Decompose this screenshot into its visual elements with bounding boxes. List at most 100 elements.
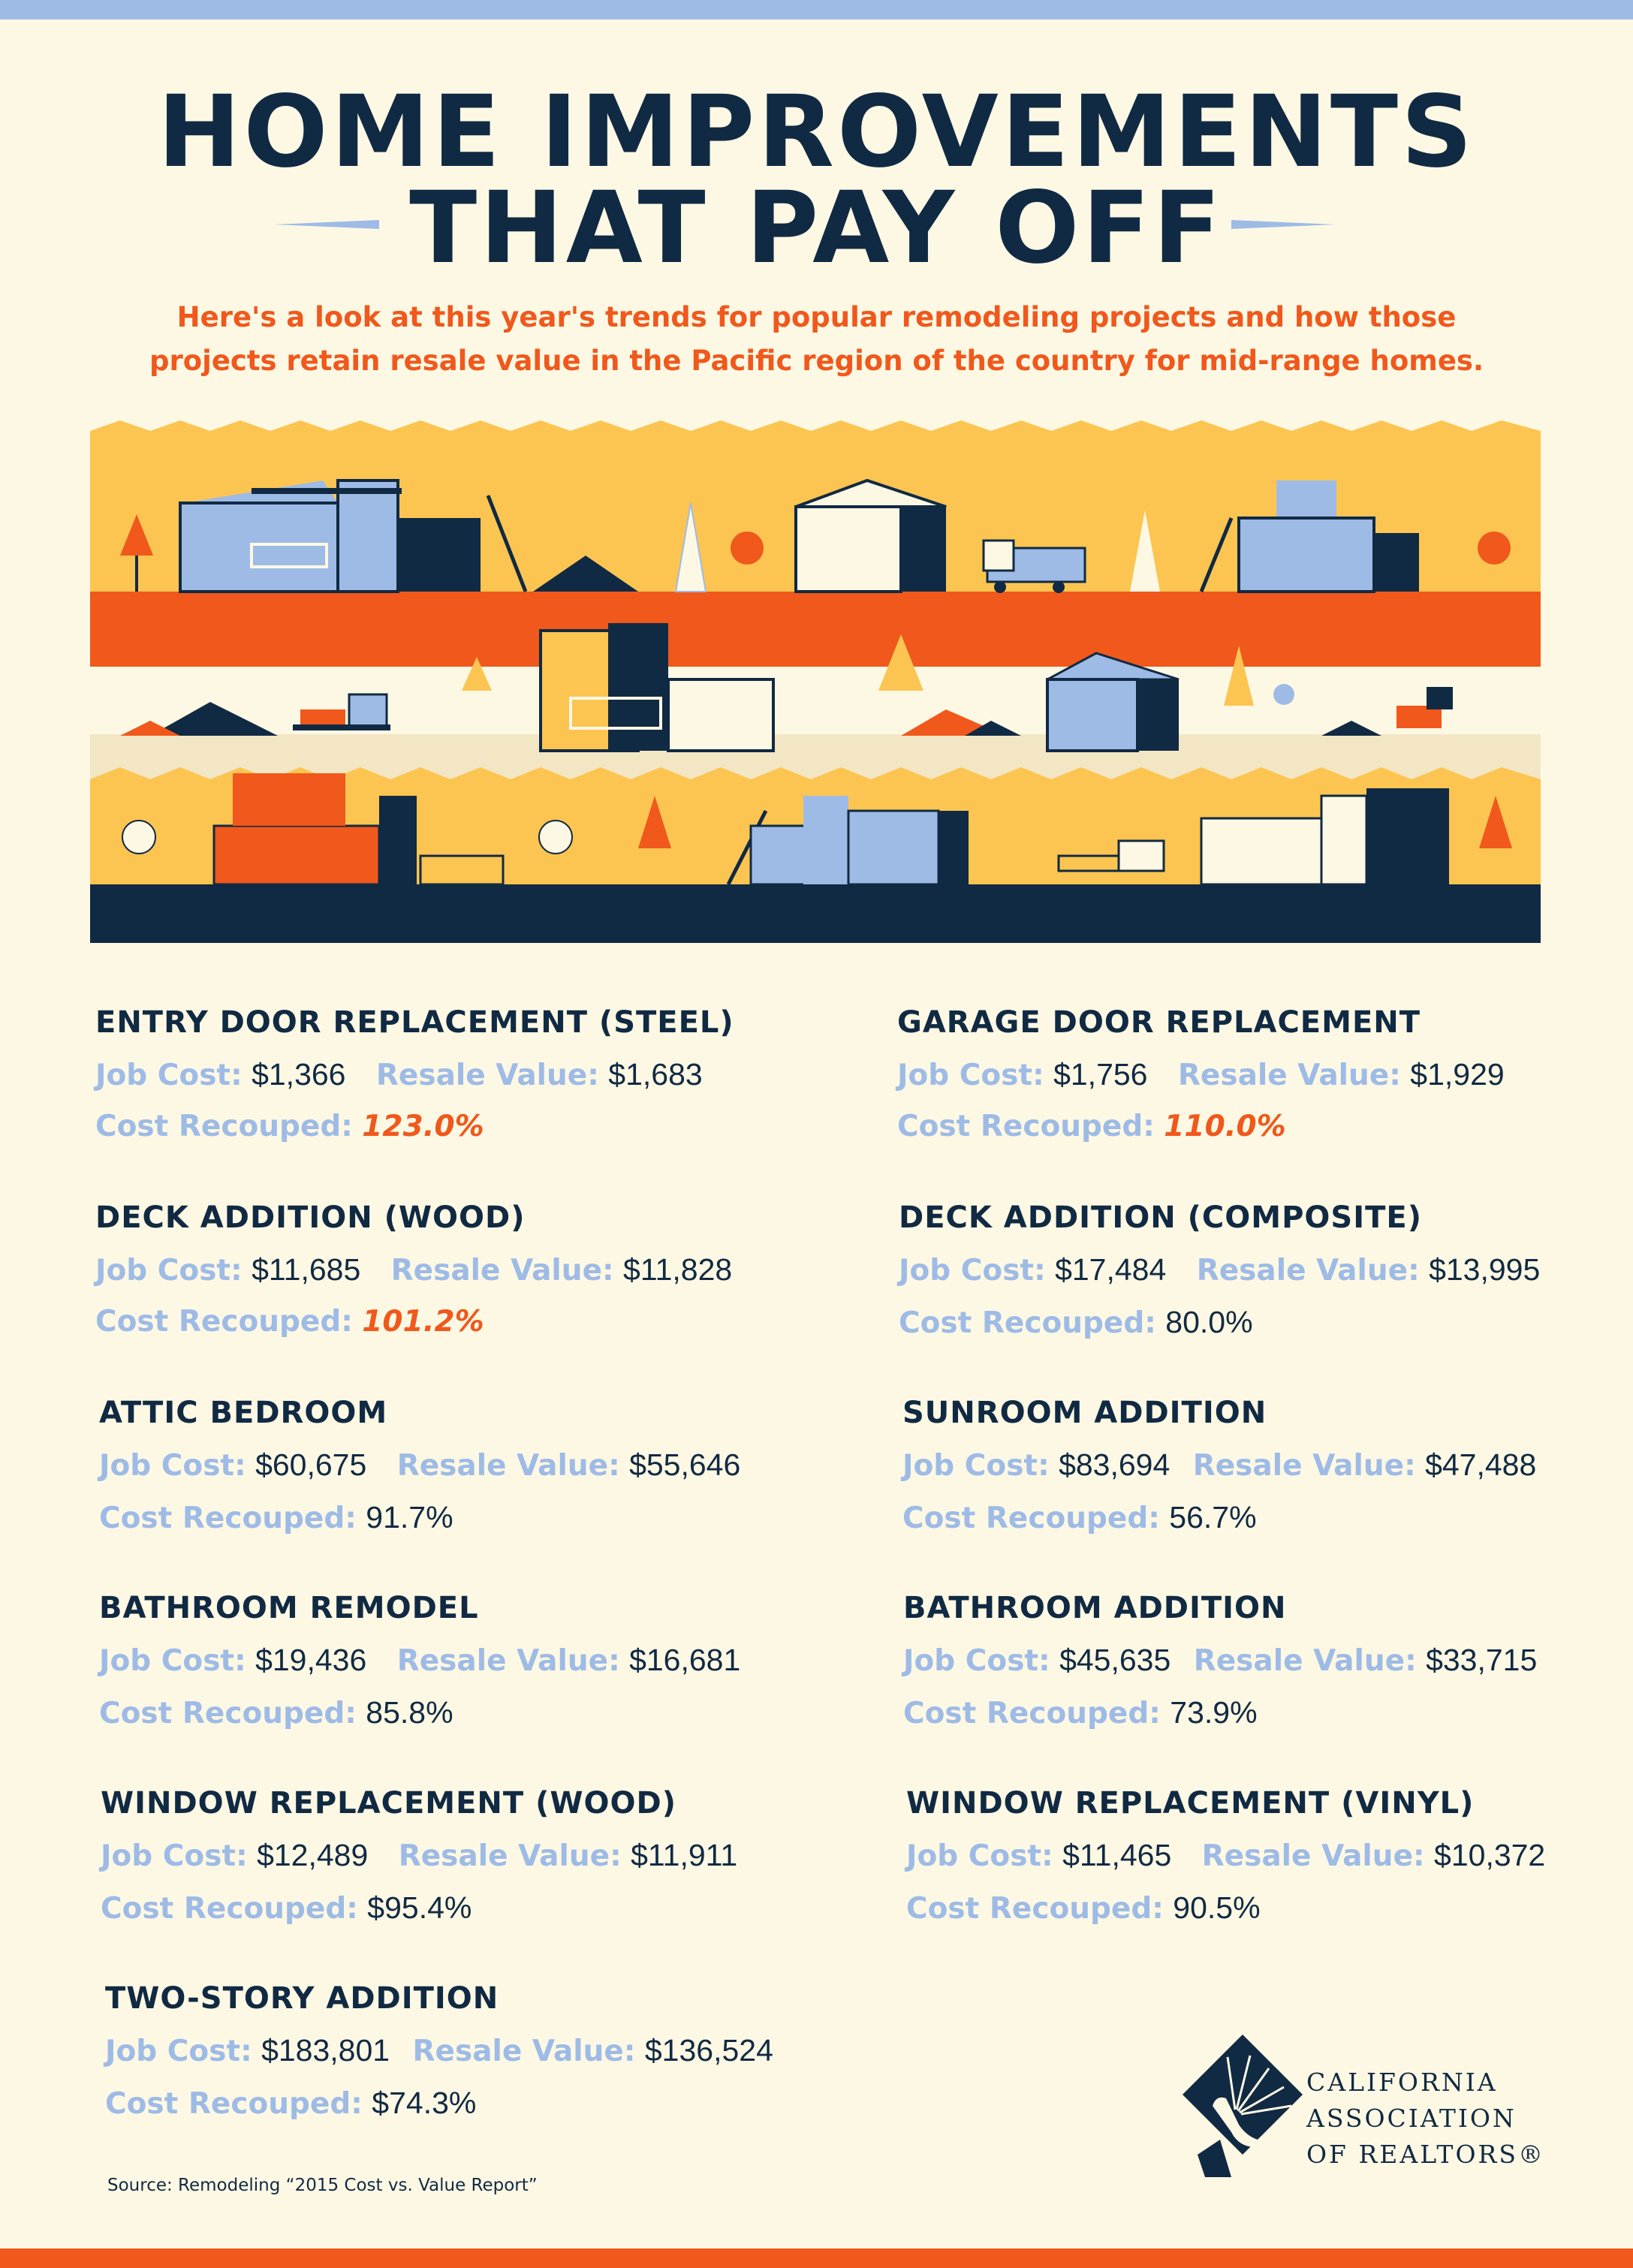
job-cost-value: $83,694 xyxy=(1059,1447,1171,1482)
job-cost-label: Job Cost: xyxy=(899,1254,1046,1288)
cost-row: Job Cost: $45,635 Resale Value: $33,715 xyxy=(903,1641,1633,1680)
resale-value-value: $11,911 xyxy=(631,1838,738,1872)
project-deck-wood: DECK ADDITION (WOOD) Job Cost: $11,685 R… xyxy=(95,1200,846,1341)
resale-value-label: Resale Value: xyxy=(412,2035,636,2068)
project-title: WINDOW REPLACEMENT (WOOD) xyxy=(101,1786,677,1821)
resale-value-label: Resale Value: xyxy=(375,1059,599,1092)
page-title-line2: THAT PAY OFF xyxy=(409,170,1224,286)
cost-recouped-label: Cost Recouped: xyxy=(101,1892,358,1926)
resale-value-label: Resale Value: xyxy=(1177,1059,1401,1092)
project-title: BATHROOM REMODEL xyxy=(99,1591,479,1625)
job-cost-value: $12,489 xyxy=(257,1838,369,1872)
cost-recouped-label: Cost Recouped: xyxy=(95,1305,353,1339)
cost-recouped-label: Cost Recouped: xyxy=(906,1892,1164,1926)
project-title: ENTRY DOOR REPLACEMENT (STEEL) xyxy=(95,1005,734,1040)
project-sunroom-addition: SUNROOM ADDITION Job Cost: $83,694 Resal… xyxy=(902,1395,1633,1538)
resale-value-value: $47,488 xyxy=(1425,1447,1537,1482)
resale-value-label: Resale Value: xyxy=(1196,1254,1420,1288)
cost-row: Job Cost: $12,489 Resale Value: $11,911 xyxy=(101,1836,851,1875)
project-title: GARAGE DOOR REPLACEMENT xyxy=(897,1005,1421,1040)
title-right-decoration xyxy=(1231,220,1336,229)
recouped-row: Cost Recouped: 73.9% xyxy=(903,1694,1633,1733)
project-garage-door: GARAGE DOOR REPLACEMENT Job Cost: $1,756… xyxy=(897,1004,1633,1146)
cost-recouped-label: Cost Recouped: xyxy=(902,1501,1160,1535)
project-title: SUNROOM ADDITION xyxy=(902,1396,1267,1430)
recouped-row: Cost Recouped: 101.2% xyxy=(95,1303,846,1341)
project-title: ATTIC BEDROOM xyxy=(99,1396,388,1430)
resale-value-label: Resale Value: xyxy=(398,1839,622,1873)
page-title-line1: HOME IMPROVEMENTS xyxy=(157,74,1476,190)
subtitle-line1: Here's a look at this year's trends for … xyxy=(176,301,1457,333)
project-window-vinyl: WINDOW REPLACEMENT (VINYL) Job Cost: $11… xyxy=(906,1785,1633,1928)
recouped-row: Cost Recouped: 110.0% xyxy=(897,1108,1633,1146)
cost-recouped-value: 90.5% xyxy=(1173,1890,1261,1925)
top-border-bar xyxy=(0,0,1633,20)
cost-recouped-label: Cost Recouped: xyxy=(897,1110,1155,1143)
cost-recouped-value: 56.7% xyxy=(1169,1500,1257,1535)
job-cost-value: $11,685 xyxy=(252,1252,361,1287)
logo-text: CALIFORNIA ASSOCIATION OF REALTORS® xyxy=(1306,2065,1545,2173)
cost-recouped-value: 85.8% xyxy=(366,1695,453,1730)
source-note: Source: Remodeling “2015 Cost vs. Value … xyxy=(107,2176,538,2195)
logo-line1: CALIFORNIA xyxy=(1306,2068,1498,2097)
car-logo: CALIFORNIA ASSOCIATION OF REALTORS® xyxy=(1183,2035,1543,2185)
job-cost-value: $45,635 xyxy=(1059,1643,1171,1677)
recouped-row: Cost Recouped: $74.3% xyxy=(105,2084,856,2123)
bottom-border-bar xyxy=(0,2248,1633,2268)
project-bathroom-remodel: BATHROOM REMODEL Job Cost: $19,436 Resal… xyxy=(99,1590,850,1733)
project-entry-door: ENTRY DOOR REPLACEMENT (STEEL) Job Cost:… xyxy=(95,1004,846,1146)
job-cost-value: $1,756 xyxy=(1053,1057,1148,1092)
job-cost-value: $1,366 xyxy=(252,1057,346,1092)
cost-recouped-value: 73.9% xyxy=(1170,1695,1258,1730)
job-cost-label: Job Cost: xyxy=(906,1839,1053,1873)
resale-value-label: Resale Value: xyxy=(390,1254,614,1288)
job-cost-label: Job Cost: xyxy=(99,1449,246,1483)
job-cost-value: $19,436 xyxy=(255,1643,367,1677)
title-left-decoration xyxy=(274,220,379,229)
cost-row: Job Cost: $19,436 Resale Value: $16,681 xyxy=(99,1641,850,1680)
job-cost-label: Job Cost: xyxy=(95,1059,243,1092)
cost-row: Job Cost: $1,756 Resale Value: $1,929 xyxy=(897,1056,1633,1095)
resale-value-value: $55,646 xyxy=(629,1447,741,1482)
resale-value-value: $10,372 xyxy=(1434,1838,1546,1872)
cost-recouped-value: 80.0% xyxy=(1165,1305,1253,1339)
neighborhood-illustration xyxy=(90,420,1541,943)
project-two-story-addition: TWO-STORY ADDITION Job Cost: $183,801 Re… xyxy=(105,1980,856,2123)
job-cost-value: $183,801 xyxy=(261,2033,390,2068)
recouped-row: Cost Recouped: 85.8% xyxy=(99,1694,850,1733)
job-cost-label: Job Cost: xyxy=(902,1449,1050,1483)
cost-recouped-label: Cost Recouped: xyxy=(99,1501,357,1535)
project-title: WINDOW REPLACEMENT (VINYL) xyxy=(906,1786,1475,1821)
resale-value-label: Resale Value: xyxy=(1201,1839,1425,1873)
cost-recouped-label: Cost Recouped: xyxy=(903,1697,1161,1730)
resale-value-value: $16,681 xyxy=(629,1643,741,1677)
job-cost-label: Job Cost: xyxy=(903,1644,1050,1678)
job-cost-label: Job Cost: xyxy=(897,1059,1044,1092)
job-cost-value: $11,465 xyxy=(1062,1838,1172,1872)
job-cost-label: Job Cost: xyxy=(101,1839,248,1873)
project-title: DECK ADDITION (COMPOSITE) xyxy=(899,1200,1422,1235)
project-title: DECK ADDITION (WOOD) xyxy=(95,1200,526,1235)
recouped-row: Cost Recouped: $95.4% xyxy=(101,1889,851,1928)
cost-recouped-label: Cost Recouped: xyxy=(105,2087,363,2121)
cost-row: Job Cost: $17,484 Resale Value: $13,995 xyxy=(899,1251,1633,1290)
project-attic-bedroom: ATTIC BEDROOM Job Cost: $60,675 Resale V… xyxy=(99,1395,850,1538)
resale-value-value: $1,683 xyxy=(608,1057,703,1092)
resale-value-label: Resale Value: xyxy=(396,1449,620,1483)
resale-value-value: $11,828 xyxy=(623,1252,733,1287)
resale-value-value: $1,929 xyxy=(1410,1057,1505,1092)
recouped-row: Cost Recouped: 123.0% xyxy=(95,1108,846,1146)
recouped-row: Cost Recouped: 91.7% xyxy=(99,1498,850,1538)
resale-value-label: Resale Value: xyxy=(1192,1449,1416,1483)
cost-recouped-label: Cost Recouped: xyxy=(95,1110,353,1143)
project-bathroom-addition: BATHROOM ADDITION Job Cost: $45,635 Resa… xyxy=(903,1590,1633,1733)
project-deck-composite: DECK ADDITION (COMPOSITE) Job Cost: $17,… xyxy=(899,1200,1633,1342)
resale-value-label: Resale Value: xyxy=(396,1644,620,1678)
job-cost-label: Job Cost: xyxy=(95,1254,243,1288)
project-title: BATHROOM ADDITION xyxy=(903,1591,1287,1625)
subtitle-line2: projects retain resale value in the Paci… xyxy=(149,345,1484,377)
cost-row: Job Cost: $60,675 Resale Value: $55,646 xyxy=(99,1446,850,1485)
project-title: TWO-STORY ADDITION xyxy=(105,1981,499,2016)
cost-row: Job Cost: $183,801 Resale Value: $136,52… xyxy=(105,2032,856,2071)
job-cost-label: Job Cost: xyxy=(99,1644,246,1678)
